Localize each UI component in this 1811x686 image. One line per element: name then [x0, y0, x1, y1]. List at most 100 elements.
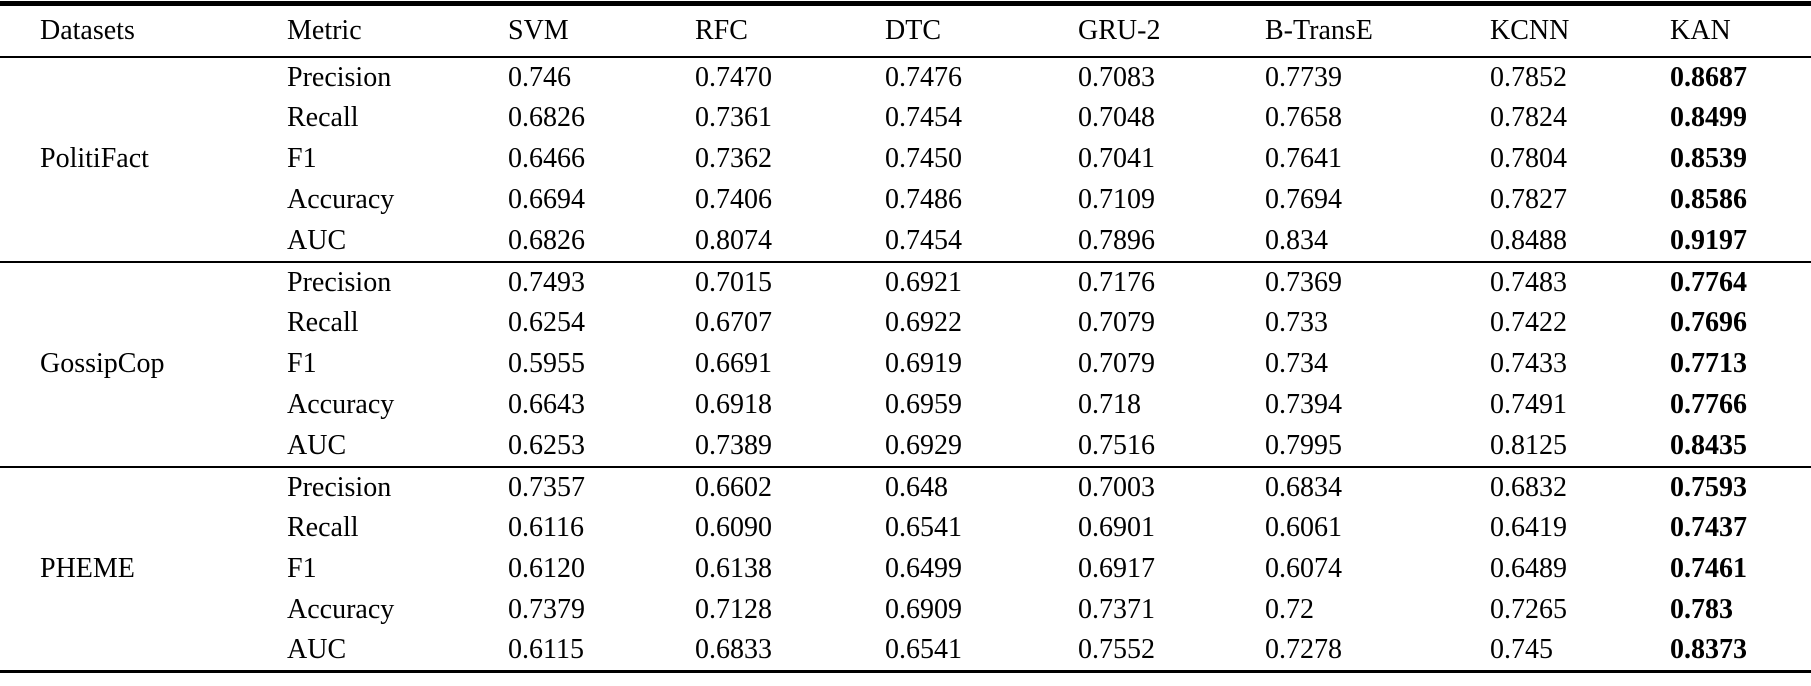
best-value-cell: 0.7437 [1670, 512, 1747, 543]
value-cell: 0.7493 [508, 266, 585, 298]
value-cell: 0.7433 [1490, 348, 1567, 379]
value-cell: 0.6826 [508, 224, 585, 256]
value-cell: 0.7739 [1265, 61, 1342, 93]
value-cell: 0.6466 [508, 143, 585, 174]
best-value-cell: 0.8373 [1670, 634, 1747, 666]
best-value-cell: 0.8499 [1670, 102, 1747, 133]
value-cell: 0.7003 [1078, 471, 1155, 503]
column-header-kcnn: KCNN [1490, 14, 1570, 46]
metric-label: AUC [287, 224, 347, 256]
column-header-svm: SVM [508, 14, 569, 46]
value-cell: 0.7827 [1490, 184, 1567, 215]
dataset-group-pheme: PHEME Precision 0.7357 0.6602 0.648 0.7003 0.6… [0, 467, 1811, 672]
column-header-rfc: RFC [695, 14, 748, 46]
results-table: Datasets Metric SVM RFC DTC GRU-2 B-Tran… [0, 1, 1811, 673]
value-cell: 0.733 [1265, 307, 1328, 338]
table-row: PolitiFact Precision 0.746 0.7470 0.7476 0.70… [0, 57, 1811, 175]
value-cell: 0.6919 [885, 348, 962, 379]
value-cell: 0.6918 [695, 389, 772, 420]
table-row: Accuracy 0.6643 0.6918 0.6959 0.718 0.7394 0.7… [0, 385, 1811, 426]
value-cell: 0.718 [1078, 389, 1141, 420]
metric-label: Precision [287, 61, 392, 93]
table-row: AUC 0.6253 0.7389 0.6929 0.7516 0.7995 0.8125 0… [0, 426, 1811, 467]
dataset-group-politifact: PolitiFact Precision 0.746 0.7470 0.7476 0.70… [0, 57, 1811, 262]
value-cell: 0.7278 [1265, 634, 1342, 666]
best-value-cell: 0.8586 [1670, 184, 1747, 215]
value-cell: 0.7083 [1078, 61, 1155, 93]
value-cell: 0.7041 [1078, 143, 1155, 174]
value-cell: 0.746 [508, 61, 571, 93]
table-row: Accuracy 0.7379 0.7128 0.6909 0.7371 0.72 0.72… [0, 590, 1811, 631]
value-cell: 0.6909 [885, 594, 962, 625]
best-value-cell: 0.783 [1670, 594, 1733, 625]
table-row: Recall 0.6254 0.6707 0.6922 0.7079 0.733 0.742… [0, 303, 1811, 344]
column-header-b-transe: B-TransE [1265, 14, 1373, 46]
value-cell: 0.6254 [508, 307, 585, 338]
value-cell: 0.7422 [1490, 307, 1567, 338]
value-cell: 0.6138 [695, 553, 772, 584]
value-cell: 0.7109 [1078, 184, 1155, 215]
value-cell: 0.6419 [1490, 512, 1567, 543]
value-cell: 0.7176 [1078, 266, 1155, 298]
metric-label: Precision [287, 471, 392, 503]
value-cell: 0.7896 [1078, 224, 1155, 256]
table-row: GossipCop Precision 0.7493 0.7015 0.6921 0.71… [0, 262, 1811, 380]
metric-label: Recall [287, 512, 359, 543]
metric-label: AUC [287, 634, 347, 666]
value-cell: 0.834 [1265, 224, 1328, 256]
metric-label: Accuracy [287, 184, 395, 215]
value-cell: 0.6541 [885, 634, 962, 666]
column-header-metric: Metric [287, 14, 362, 46]
value-cell: 0.6120 [508, 553, 585, 584]
best-value-cell: 0.8539 [1670, 143, 1747, 174]
value-cell: 0.7470 [695, 61, 772, 93]
column-header-datasets: Datasets [40, 14, 135, 46]
value-cell: 0.7371 [1078, 594, 1155, 625]
table-header: Datasets Metric SVM RFC DTC GRU-2 B-Tran… [0, 4, 1811, 57]
best-value-cell: 0.8687 [1670, 61, 1747, 93]
metric-label: Recall [287, 307, 359, 338]
value-cell: 0.7015 [695, 266, 772, 298]
value-cell: 0.7450 [885, 143, 962, 174]
value-cell: 0.8125 [1490, 429, 1567, 461]
value-cell: 0.6826 [508, 102, 585, 133]
value-cell: 0.7079 [1078, 307, 1155, 338]
value-cell: 0.7995 [1265, 429, 1342, 461]
best-value-cell: 0.7593 [1670, 471, 1747, 503]
value-cell: 0.7454 [885, 224, 962, 256]
value-cell: 0.7357 [508, 471, 585, 503]
header-row: Datasets Metric SVM RFC DTC GRU-2 B-Tran… [0, 4, 1811, 57]
value-cell: 0.7362 [695, 143, 772, 174]
value-cell: 0.6922 [885, 307, 962, 338]
column-header-kan: KAN [1670, 14, 1731, 46]
value-cell: 0.7641 [1265, 143, 1342, 174]
value-cell: 0.6253 [508, 429, 585, 461]
dataset-label: PHEME [40, 552, 135, 584]
value-cell: 0.7379 [508, 594, 585, 625]
value-cell: 0.7476 [885, 61, 962, 93]
value-cell: 0.7483 [1490, 266, 1567, 298]
table-row: Accuracy 0.6694 0.7406 0.7486 0.7109 0.7694 0.… [0, 180, 1811, 221]
value-cell: 0.6116 [508, 512, 584, 543]
value-cell: 0.6602 [695, 471, 772, 503]
value-cell: 0.745 [1490, 634, 1553, 666]
table-row: F1 0.5955 0.6691 0.6919 0.7079 0.734 0.7433 0.7… [0, 344, 1811, 385]
value-cell: 0.648 [885, 471, 948, 503]
value-cell: 0.7394 [1265, 389, 1342, 420]
value-cell: 0.7516 [1078, 429, 1155, 461]
table-row: F1 0.6466 0.7362 0.7450 0.7041 0.7641 0.7804 0.… [0, 139, 1811, 180]
best-value-cell: 0.7764 [1670, 266, 1747, 298]
value-cell: 0.7486 [885, 184, 962, 215]
value-cell: 0.7491 [1490, 389, 1567, 420]
value-cell: 0.7079 [1078, 348, 1155, 379]
value-cell: 0.6901 [1078, 512, 1155, 543]
value-cell: 0.6090 [695, 512, 772, 543]
column-header-dtc: DTC [885, 14, 941, 46]
best-value-cell: 0.7461 [1670, 553, 1747, 584]
value-cell: 0.6499 [885, 553, 962, 584]
value-cell: 0.6541 [885, 512, 962, 543]
metric-label: F1 [287, 553, 317, 584]
value-cell: 0.7361 [695, 102, 772, 133]
best-value-cell: 0.9197 [1670, 224, 1747, 256]
value-cell: 0.6115 [508, 634, 584, 666]
